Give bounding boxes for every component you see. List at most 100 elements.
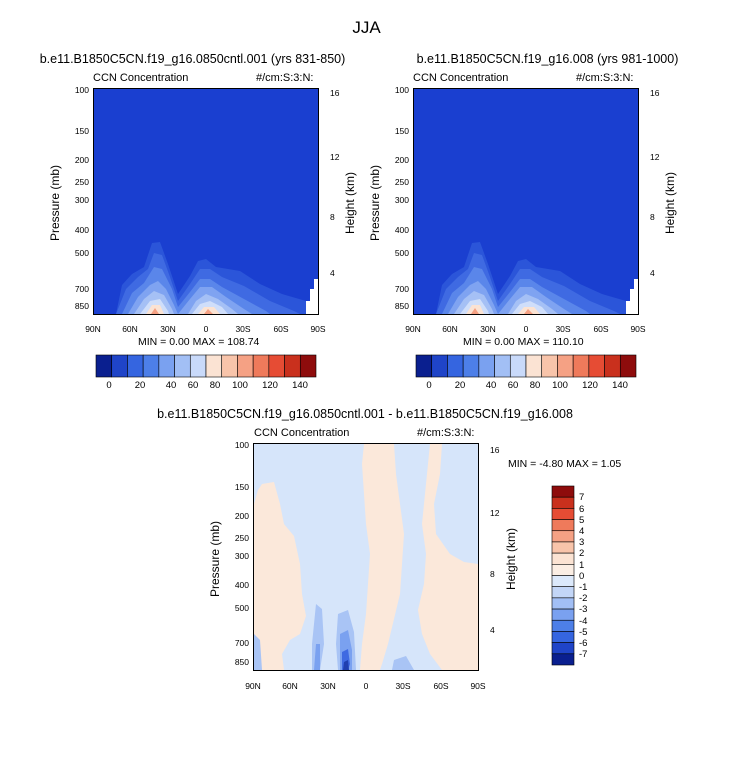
panel3-colorbar-swatch-12	[551, 619, 575, 632]
panel1-surface-mask	[306, 279, 318, 314]
panel3-ytick-700: 700	[234, 638, 249, 648]
panel3-xtick-60s: 60S	[433, 681, 449, 691]
panel2-contour-field	[414, 89, 638, 314]
panel3-variable-label: CCN Concentration	[254, 427, 350, 439]
panel1-colorbar-swatches	[95, 354, 317, 378]
panel1-colorbar-swatch-7	[205, 354, 223, 378]
panel1-ytick-400: 400	[74, 225, 89, 235]
panel2-colorbar-swatch-9	[557, 354, 574, 378]
panel2-y2label: Height (km)	[663, 172, 677, 235]
panel3-colorbar-swatch-9	[551, 586, 575, 599]
panel3-min-max: MIN = -4.80 MAX = 1.05	[508, 458, 622, 470]
panel1-colorbar-swatch-0	[95, 354, 113, 378]
panel3-cb-label-m6: -6	[579, 638, 588, 649]
panel3-cb-label-3: 3	[579, 537, 585, 548]
panel2-variable-label: CCN Concentration	[413, 72, 509, 84]
panel3-ytick-300: 300	[234, 551, 249, 561]
panel3-cb-label-m3: -3	[579, 604, 588, 615]
figure-title: JJA	[352, 18, 381, 37]
panel3-colorbar-swatch-8	[551, 575, 575, 587]
panel2-colorbar-swatch-3	[462, 354, 480, 378]
panel2-y2tick-12: 12	[650, 152, 660, 162]
panel1-colorbar-swatch-9	[237, 354, 254, 378]
panel2-contour-level-7	[466, 305, 540, 314]
panel2-title: b.e11.B1850C5CN.f19_g16.008 (yrs 981-100…	[416, 52, 679, 66]
panel2-ytick-100: 100	[394, 85, 409, 95]
panel3-ytick-400: 400	[234, 580, 249, 590]
panel1-xtick-60n: 60N	[122, 324, 138, 334]
panel3-colorbar-swatch-4	[551, 530, 575, 543]
panel1-colorbar-swatch-6	[189, 354, 207, 378]
panel1-units-label: #/cm:S:3:N:	[256, 72, 314, 84]
panel1-cb-label-80: 80	[209, 380, 221, 391]
panel2-colorbar-swatch-5	[494, 354, 511, 378]
panel2-ytick-250: 250	[394, 177, 409, 187]
panel1-xtick-30s: 30S	[235, 324, 251, 334]
panel2-cb-label-60: 60	[507, 380, 519, 391]
panel1-ytick-850: 850	[74, 301, 89, 311]
panel3-colorbar-swatch-0	[551, 485, 575, 498]
panel1-cb-label-20: 20	[134, 380, 146, 391]
panel1-plot-area	[93, 88, 319, 315]
panel1-xtick-30n: 30N	[160, 324, 176, 334]
panel1-y2tick-8: 8	[330, 212, 335, 222]
panel1-cb-label-140: 140	[292, 380, 308, 391]
panel3-positive-region-3	[418, 444, 478, 670]
panel3-cb-label-4: 4	[579, 526, 585, 537]
panel3-colorbar-swatch-10	[551, 597, 575, 610]
panel3-cb-label-m1: -1	[579, 582, 588, 593]
panel2-contour-level-8	[471, 308, 533, 314]
panel2-ytick-400: 400	[394, 225, 409, 235]
panel2-units-label: #/cm:S:3:N:	[576, 72, 634, 84]
panel2-xtick-90n: 90N	[405, 324, 421, 334]
panel2-cb-label-20: 20	[454, 380, 466, 391]
panel3-negative-region-4	[343, 660, 349, 670]
panel3-cb-label-5: 5	[579, 515, 585, 526]
panel1-colorbar	[95, 354, 317, 378]
panel2-colorbar-swatch-7	[525, 354, 543, 378]
panel2-min-max: MIN = 0.00 MAX = 110.10	[463, 336, 584, 348]
panel3-cb-label-6: 6	[579, 504, 585, 515]
panel1-y2tick-16: 16	[330, 88, 340, 98]
panel3-xtick-30n: 30N	[320, 681, 336, 691]
panel3-colorbar-swatch-5	[551, 541, 575, 554]
panel2-cb-label-40: 40	[485, 380, 497, 391]
panel3-xtick-90n: 90N	[245, 681, 261, 691]
panel2-colorbar-swatch-13	[619, 354, 637, 378]
panel3-y2tick-4: 4	[490, 625, 495, 635]
panel1-ytick-200: 200	[74, 155, 89, 165]
panel1-contour-field	[94, 89, 318, 314]
panel2-ytick-300: 300	[394, 195, 409, 205]
panel3-y2tick-16: 16	[490, 445, 500, 455]
panel3-positive-region-2	[360, 444, 404, 670]
panel2-xtick-60n: 60N	[442, 324, 458, 334]
panel1-variable-label: CCN Concentration	[93, 72, 189, 84]
panel3-colorbar-swatch-1	[551, 496, 575, 509]
panel1-contour-level-8	[151, 308, 213, 314]
panel2-xtick-30s: 30S	[555, 324, 571, 334]
panel3-colorbar-swatch-3	[551, 519, 575, 532]
panel2-surface-mask	[626, 279, 638, 314]
panel3-negative-region-1	[254, 604, 414, 670]
panel1-ytick-100: 100	[74, 85, 89, 95]
panel3-cb-label-m7: -7	[579, 649, 588, 660]
panel3-y2tick-8: 8	[490, 569, 495, 579]
panel2-colorbar-swatch-12	[604, 354, 621, 378]
panel1-xtick-90s: 90S	[310, 324, 326, 334]
panel2-colorbar-swatch-10	[572, 354, 590, 378]
panel1-xtick-90n: 90N	[85, 324, 101, 334]
panel3-colorbar-swatch-7	[551, 564, 575, 576]
panel1-ylabel: Pressure (mb)	[48, 165, 62, 242]
panel2-cb-label-100: 100	[552, 380, 568, 391]
panel3-ytick-100: 100	[234, 440, 249, 450]
panel1-xtick-0: 0	[203, 324, 209, 334]
panel2-ytick-500: 500	[394, 248, 409, 258]
panel2-plot-area	[413, 88, 639, 315]
panel2-colorbar-swatch-6	[509, 354, 527, 378]
panel2-xtick-60s: 60S	[593, 324, 609, 334]
panel2-y2tick-16: 16	[650, 88, 660, 98]
panel2-colorbar-swatches	[415, 354, 637, 378]
panel2-colorbar-swatch-0	[415, 354, 433, 378]
panel1-ytick-500: 500	[74, 248, 89, 258]
panel3-cb-label-1: 1	[579, 560, 585, 571]
